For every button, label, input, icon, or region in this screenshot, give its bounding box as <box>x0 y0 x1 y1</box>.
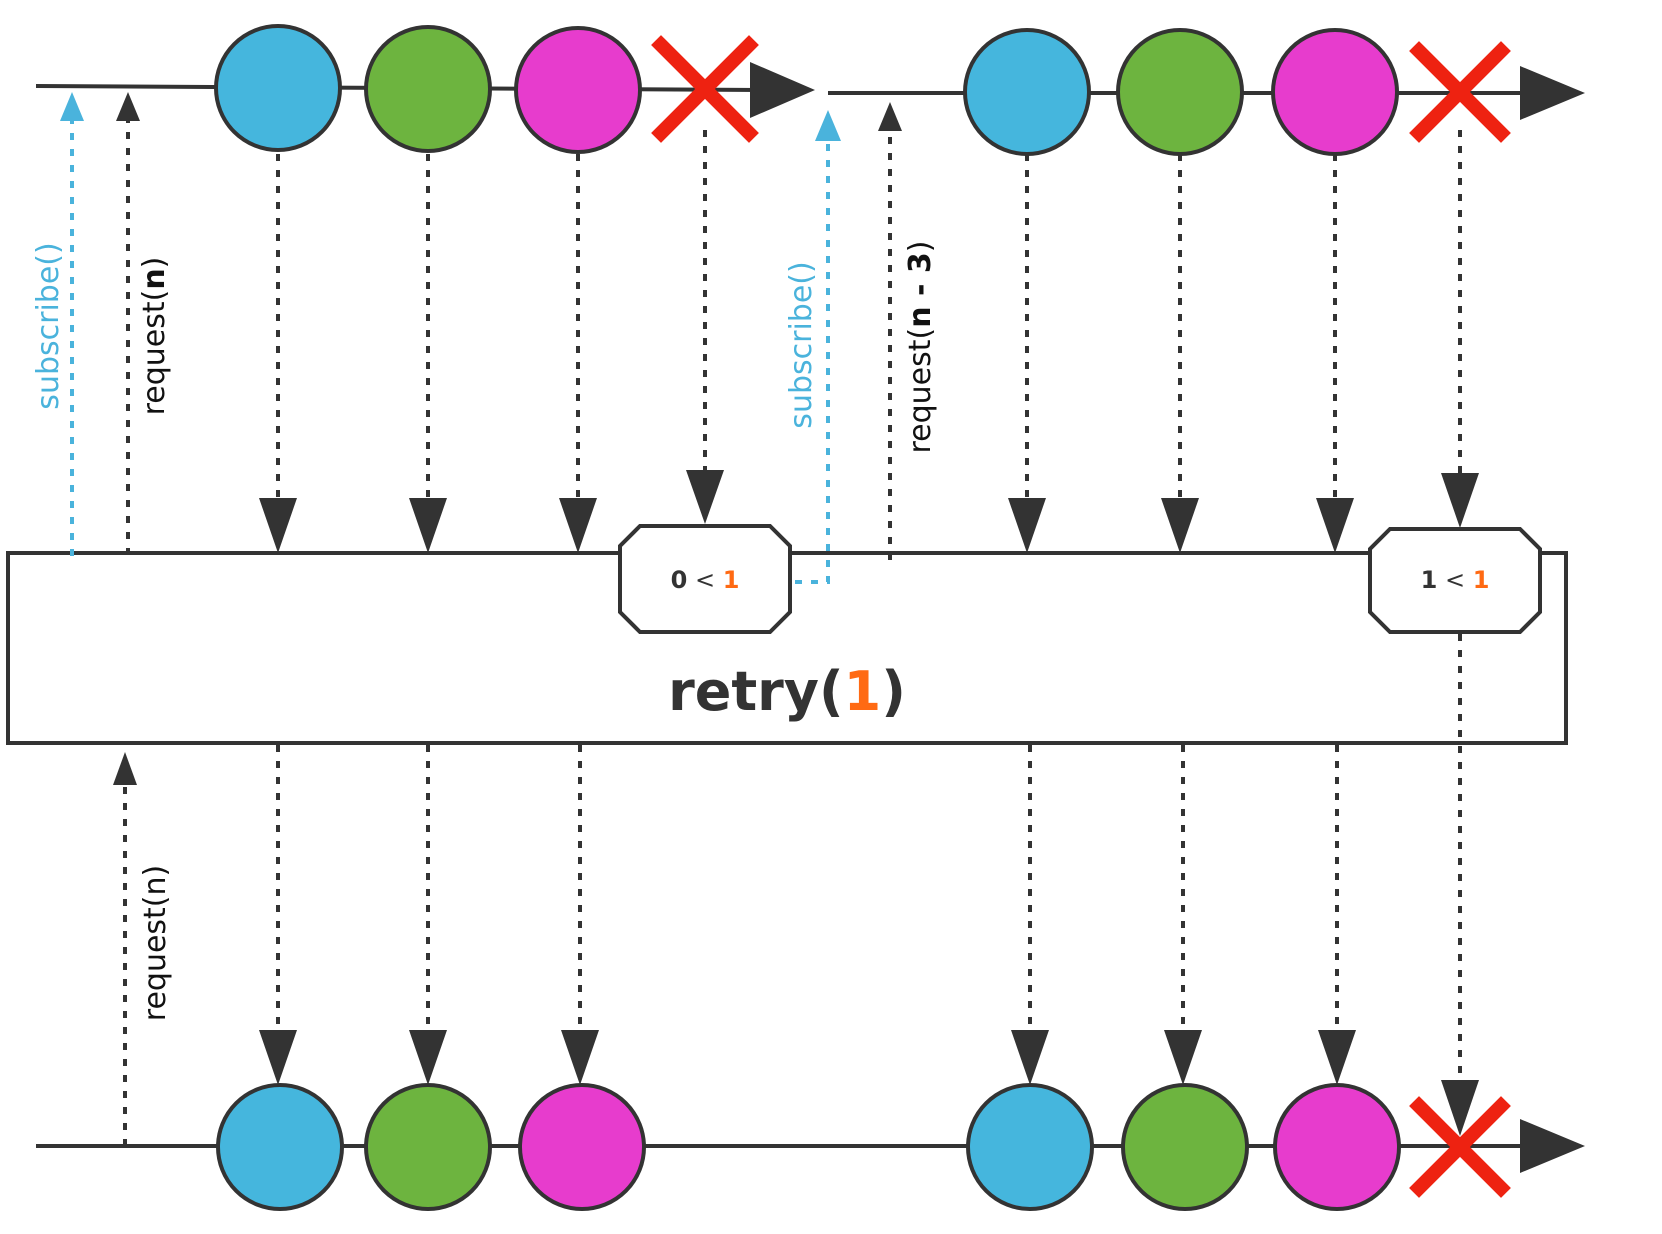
subscribe-signal-2: subscribe() <box>784 110 841 584</box>
error-arrow <box>1441 634 1479 1136</box>
emission-arrow <box>1008 154 1046 553</box>
emission-arrow <box>1316 154 1354 553</box>
operator-close-paren: ) <box>881 660 906 723</box>
emission-arrow <box>1318 745 1356 1085</box>
badge-text: 0 < 1 <box>671 566 740 594</box>
badge-text: 1 < 1 <box>1421 566 1490 594</box>
request-arrowhead <box>116 92 140 121</box>
emission-arrow <box>409 154 447 553</box>
emission-arrow <box>561 745 599 1085</box>
green-marble <box>364 25 492 153</box>
operator-name: retry <box>668 660 819 723</box>
magenta-marble <box>514 26 642 154</box>
emission-arrow <box>259 154 297 553</box>
error-arrow <box>686 130 724 524</box>
request-arrowhead <box>113 752 137 785</box>
upstream-marbles-2 <box>963 28 1511 156</box>
timeline-arrowhead <box>1520 66 1585 120</box>
operator-open-paren: ( <box>819 660 844 723</box>
request-signal-2: request(n - 3) <box>878 102 938 560</box>
operator-box: retry(1) <box>6 551 1568 745</box>
emission-arrow <box>259 745 297 1085</box>
error-x-icon <box>1409 41 1511 143</box>
green-marble <box>1116 28 1244 156</box>
blue-marble <box>966 1083 1094 1211</box>
subscribe-label: subscribe() <box>31 242 66 409</box>
subscribe-label: subscribe() <box>784 261 819 428</box>
emission-arrow <box>1011 745 1049 1085</box>
error-arrow <box>1441 130 1479 528</box>
upstream-marbles-1 <box>214 24 759 154</box>
request-arrowhead <box>878 102 902 131</box>
magenta-marble <box>518 1083 646 1211</box>
emission-arrows-in <box>259 130 1479 553</box>
badge-shape <box>1368 527 1542 634</box>
blue-marble <box>963 28 1091 156</box>
downstream-marbles <box>216 1083 1511 1211</box>
timeline-arrowhead <box>750 62 815 118</box>
badge-count: 0 <box>671 566 688 594</box>
magenta-marble <box>1273 1083 1401 1211</box>
operator-arg: 1 <box>844 660 882 723</box>
badge-limit: 1 <box>723 566 740 594</box>
badge-shape <box>618 524 792 634</box>
subscribe-arrow-line <box>795 118 830 584</box>
error-x-icon <box>651 35 759 143</box>
operator-label: retry(1) <box>668 660 906 723</box>
emission-arrow <box>1164 745 1202 1085</box>
request-label: request(n) <box>137 257 172 416</box>
error-x-icon <box>1409 1096 1511 1198</box>
subscribe-arrowhead <box>60 92 84 121</box>
badge-operator: < <box>1445 566 1465 594</box>
request-signal-downstream: request(n) <box>113 752 173 1146</box>
green-marble <box>1121 1083 1249 1211</box>
badge-limit: 1 <box>1473 566 1490 594</box>
request-label: request(n) <box>138 865 173 1021</box>
retry-counter-badge-1: 0 < 1 <box>618 524 792 634</box>
emission-arrow <box>409 745 447 1085</box>
retry-counter-badge-2: 1 < 1 <box>1368 527 1542 634</box>
blue-marble <box>216 1083 344 1211</box>
emission-arrow <box>559 154 597 553</box>
emission-arrow <box>1161 154 1199 553</box>
badge-operator: < <box>695 566 715 594</box>
timeline-arrowhead <box>1520 1119 1585 1173</box>
magenta-marble <box>1271 28 1399 156</box>
request-signal-1: request(n) <box>116 92 172 555</box>
subscribe-signal-1: subscribe() <box>31 92 84 556</box>
green-marble <box>364 1083 492 1211</box>
subscribe-arrowhead <box>815 110 841 141</box>
badge-count: 1 <box>1421 566 1438 594</box>
blue-marble <box>214 24 342 152</box>
request-label: request(n - 3) <box>903 240 938 453</box>
emission-arrows-out <box>259 634 1479 1136</box>
